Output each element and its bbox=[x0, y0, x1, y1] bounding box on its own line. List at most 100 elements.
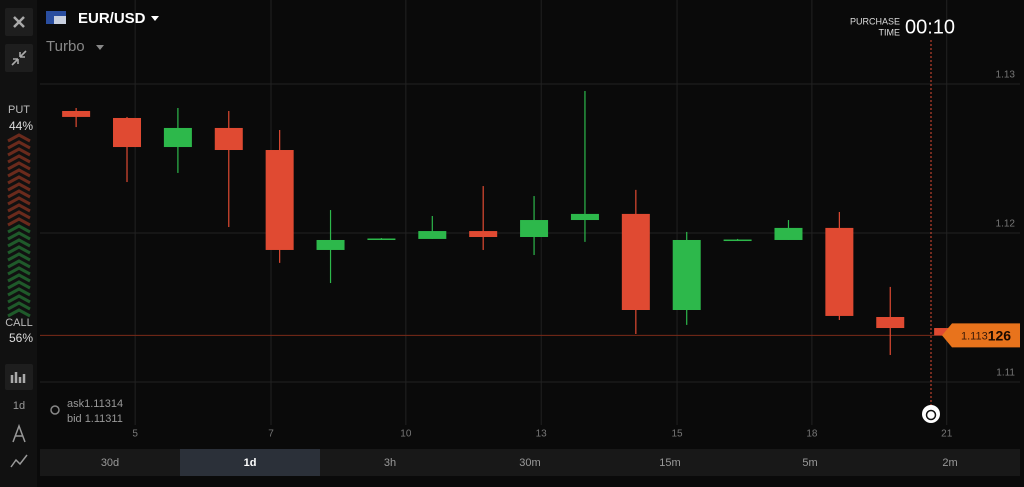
sentiment-chevron bbox=[7, 168, 31, 178]
sentiment-chevron bbox=[7, 287, 31, 297]
sentiment-chevron bbox=[7, 217, 31, 227]
timeframe-button[interactable] bbox=[600, 449, 740, 476]
put-label: PUT bbox=[8, 104, 30, 116]
timeframe-button[interactable] bbox=[320, 449, 460, 476]
quote-icon bbox=[50, 405, 60, 415]
sentiment-chevron bbox=[7, 140, 31, 150]
sentiment-chevron bbox=[7, 133, 31, 143]
sentiment-chevron bbox=[7, 147, 31, 157]
candle-body bbox=[934, 328, 949, 336]
collapse-icon bbox=[11, 50, 27, 66]
timeframe-bar: 30d 1d 3h 30m 15m 5m 2m bbox=[40, 449, 1020, 476]
timer-icon-face bbox=[925, 409, 937, 421]
mode-caret bbox=[96, 45, 104, 50]
timeframe-label[interactable]: 1d bbox=[244, 457, 257, 469]
close-icon bbox=[13, 16, 25, 28]
candle-body bbox=[367, 238, 396, 240]
sentiment-bar bbox=[7, 133, 31, 318]
purchase-label: PURCHASE bbox=[850, 16, 900, 26]
timeframe-label[interactable]: 30m bbox=[519, 457, 540, 469]
candle-body bbox=[774, 227, 803, 240]
candle-body bbox=[621, 213, 650, 310]
purchase-label: TIME bbox=[879, 27, 901, 37]
sentiment-chevron bbox=[7, 273, 31, 283]
sentiment-chevron bbox=[7, 238, 31, 248]
timer-icon bbox=[922, 405, 940, 423]
indicator-icon[interactable] bbox=[12, 423, 26, 443]
candle-body bbox=[62, 110, 91, 117]
timeframe-button[interactable] bbox=[740, 449, 880, 476]
timeframe-label[interactable]: 5m bbox=[802, 457, 817, 469]
bid-value: 1.11311 bbox=[85, 413, 123, 425]
ask-label-text: ask bbox=[67, 398, 85, 410]
price-tag bbox=[942, 323, 1020, 348]
candle-body bbox=[520, 220, 549, 238]
candle-body bbox=[876, 316, 905, 329]
timeframe-label[interactable]: 3h bbox=[384, 457, 396, 469]
sentiment-chevron bbox=[7, 189, 31, 199]
x-tick-label: 18 bbox=[806, 429, 818, 440]
call-percent: 56% bbox=[9, 331, 33, 345]
candle-body bbox=[672, 239, 701, 310]
timeframe-button[interactable] bbox=[40, 449, 180, 476]
sentiment-chevron bbox=[7, 175, 31, 185]
sentiment-chevron bbox=[7, 266, 31, 276]
sentiment-chevron bbox=[7, 154, 31, 164]
candle-body bbox=[825, 227, 854, 316]
bid-label-text: bid bbox=[67, 413, 82, 425]
candle-body bbox=[214, 127, 243, 151]
sidebar bbox=[0, 0, 37, 487]
candle-body bbox=[163, 127, 192, 148]
pair-caret bbox=[151, 16, 159, 21]
sentiment-chevron bbox=[7, 203, 31, 213]
sentiment-chevron bbox=[7, 294, 31, 304]
sentiment-chevron bbox=[7, 182, 31, 192]
timeframe-button[interactable] bbox=[880, 449, 1020, 476]
price-tag-text: 1.113126 bbox=[961, 327, 1011, 343]
purchase-timer: 00:10 bbox=[905, 16, 955, 38]
sentiment-chevron bbox=[7, 231, 31, 241]
x-tick-label: 10 bbox=[400, 429, 412, 440]
chart: 1.11 1.12 1.13 5 7 10 13 15 18 21 1.113126 bbox=[40, 0, 1020, 440]
timeframe-button[interactable] bbox=[180, 449, 320, 476]
collapse-button[interactable] bbox=[5, 44, 33, 72]
candle-body bbox=[316, 239, 345, 250]
ask-value: 1.11314 bbox=[84, 398, 123, 410]
timeframe-label[interactable]: 15m bbox=[659, 457, 680, 469]
timeframe-button[interactable] bbox=[460, 449, 600, 476]
period-button[interactable]: 1d bbox=[13, 400, 25, 412]
y-tick-label: 1.13 bbox=[996, 70, 1016, 81]
sentiment-chevron bbox=[7, 210, 31, 220]
sentiment-chevron bbox=[7, 308, 31, 318]
timeframe-label[interactable]: 2m bbox=[942, 457, 957, 469]
sentiment-chevron bbox=[7, 252, 31, 262]
put-percent: 44% bbox=[9, 119, 33, 133]
candle-body bbox=[113, 117, 142, 148]
candle-body bbox=[469, 231, 498, 238]
sentiment-chevron bbox=[7, 245, 31, 255]
x-tick-label: 13 bbox=[536, 429, 548, 440]
chart-type-icon bbox=[10, 372, 26, 383]
sentiment-chevron bbox=[7, 161, 31, 171]
price-tag-suffix: 126 bbox=[988, 327, 1012, 343]
x-tick-label: 21 bbox=[941, 429, 953, 440]
candle-body bbox=[265, 150, 294, 250]
pair-title[interactable]: EUR/USD bbox=[78, 10, 146, 27]
timeframe-label[interactable]: 30d bbox=[101, 457, 119, 469]
candle-body bbox=[723, 239, 752, 242]
x-tick-label: 5 bbox=[132, 429, 138, 440]
sentiment-chevron bbox=[7, 224, 31, 234]
price-tag-prefix: 1.113 bbox=[961, 330, 988, 342]
ask-label: ask1.11314 bbox=[67, 398, 123, 410]
candle-body bbox=[418, 231, 447, 239]
sentiment-chevron bbox=[7, 196, 31, 206]
drawing-icon[interactable] bbox=[10, 454, 28, 468]
y-tick-label: 1.11 bbox=[996, 368, 1015, 379]
mode-label[interactable]: Turbo bbox=[46, 38, 85, 55]
bid-label: bid 1.11311 bbox=[67, 413, 123, 425]
candle-body bbox=[570, 213, 599, 221]
sentiment-chevron bbox=[7, 280, 31, 290]
